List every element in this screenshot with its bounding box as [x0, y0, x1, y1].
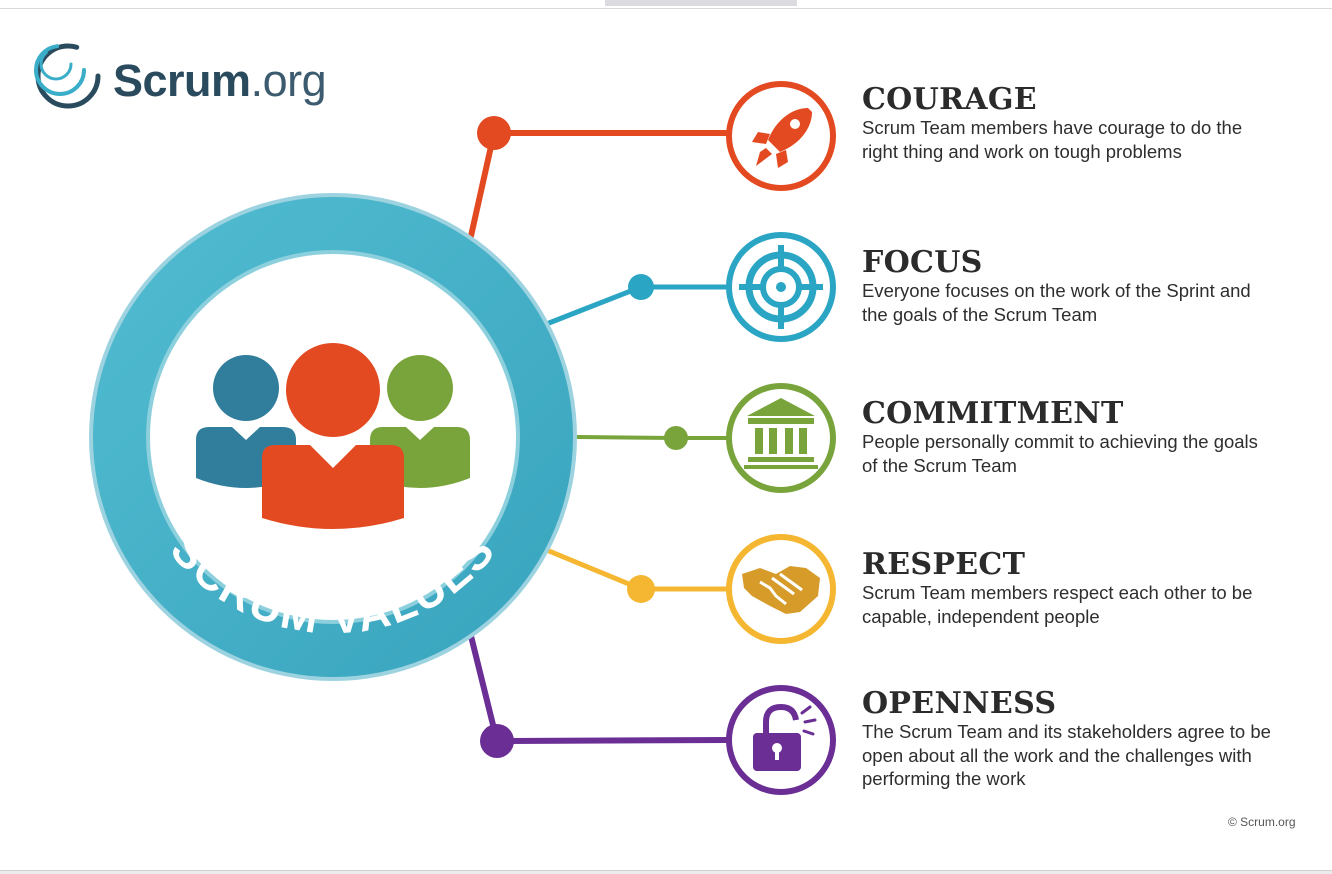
- value-description: People personally commit to achieving th…: [862, 431, 1258, 476]
- building-icon: [744, 398, 818, 469]
- logo-tld: .org: [250, 55, 327, 106]
- bottom-bar: [0, 870, 1332, 874]
- connector-dots: [477, 116, 688, 758]
- logo-wordmark: Scrum.org: [113, 55, 327, 107]
- value-description: Scrum Team members respect each other to…: [862, 582, 1253, 627]
- unlock-icon: [753, 703, 817, 771]
- value-title: RESPECT: [862, 547, 1026, 582]
- value-openness: OPENNESS The Scrum Team and its stakehol…: [862, 688, 1272, 791]
- value-description: Everyone focuses on the work of the Spri…: [862, 280, 1251, 325]
- value-focus: FOCUS Everyone focuses on the work of th…: [862, 247, 1272, 326]
- value-title: COMMITMENT: [862, 396, 1124, 431]
- rocket-icon: [752, 108, 812, 168]
- value-respect: RESPECT Scrum Team members respect each …: [862, 549, 1272, 628]
- value-description: The Scrum Team and its stakeholders agre…: [862, 721, 1271, 789]
- value-courage: COURAGE Scrum Team members have courage …: [862, 84, 1272, 163]
- copyright-notice: © Scrum.org: [1228, 815, 1296, 829]
- handshake-icon: [742, 566, 820, 614]
- scrum-logo-icon: [34, 43, 101, 109]
- value-title: FOCUS: [862, 245, 983, 280]
- top-tab: [605, 0, 797, 6]
- target-icon: [739, 245, 823, 329]
- value-title: OPENNESS: [862, 686, 1057, 721]
- top-bar: [0, 0, 1332, 9]
- team-icon: [196, 343, 470, 529]
- logo-brand: Scrum: [113, 55, 251, 106]
- value-title: COURAGE: [862, 82, 1037, 117]
- value-commitment: COMMITMENT People personally commit to a…: [862, 398, 1272, 477]
- value-description: Scrum Team members have courage to do th…: [862, 117, 1243, 162]
